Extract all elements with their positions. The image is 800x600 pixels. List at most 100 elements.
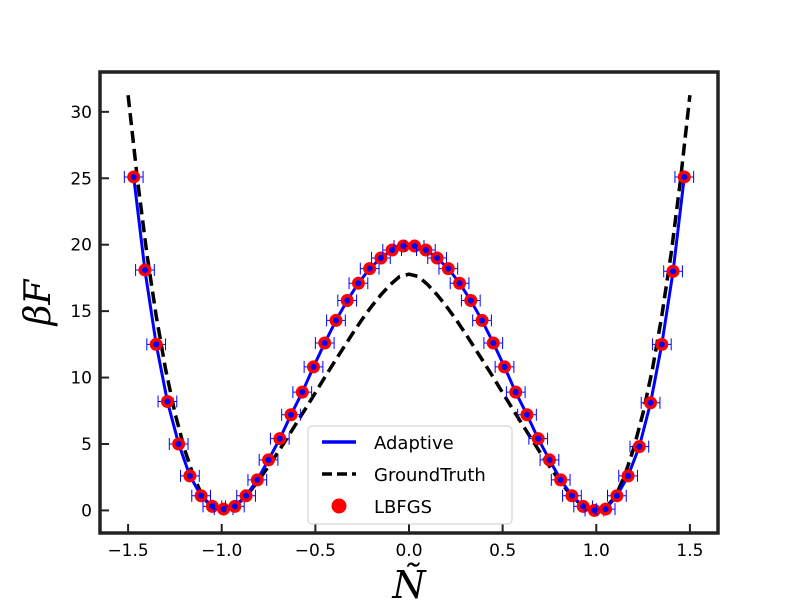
lbfgs-point: [326, 313, 346, 327]
legend-lbfgs-marker: [331, 498, 347, 514]
lbfgs-marker-center: [479, 317, 486, 324]
legend-lbfgs-label: LBFGS: [374, 497, 432, 518]
lbfgs-point: [663, 264, 683, 278]
lbfgs-marker-center: [130, 173, 137, 180]
lbfgs-marker-center: [153, 341, 160, 348]
lbfgs-point: [674, 170, 695, 184]
lbfgs-point: [415, 243, 436, 257]
lbfgs-point: [595, 502, 616, 516]
lbfgs-point: [180, 469, 200, 483]
lbfgs-point: [191, 489, 211, 503]
y-tick-label: 15: [70, 302, 92, 322]
x-tick-label: 0.5: [489, 541, 516, 561]
lbfgs-point: [472, 313, 492, 327]
lbfgs-point: [135, 263, 155, 277]
legend-adaptive-label: Adaptive: [374, 433, 454, 454]
x-tick-label: 1.5: [676, 541, 703, 561]
lbfgs-marker-center: [568, 492, 575, 499]
lbfgs-marker-center: [141, 266, 148, 273]
lbfgs-marker-center: [512, 389, 519, 396]
lbfgs-marker-center: [276, 435, 283, 442]
lbfgs-marker-center: [175, 440, 182, 447]
lbfgs-marker-center: [456, 280, 463, 287]
x-tick-label: −1.5: [107, 541, 148, 561]
lbfgs-layer: [123, 170, 695, 517]
lbfgs-point: [607, 489, 627, 503]
lbfgs-marker-center: [636, 443, 643, 450]
lbfgs-point: [505, 385, 526, 399]
lbfgs-marker-center: [434, 254, 441, 261]
lbfgs-marker-center: [344, 297, 351, 304]
lbfgs-point: [427, 251, 447, 265]
lbfgs-point: [292, 385, 313, 399]
lbfgs-marker-center: [501, 363, 508, 370]
lbfgs-marker-center: [546, 456, 553, 463]
lbfgs-point: [269, 432, 290, 446]
lbfgs-point: [438, 262, 459, 276]
y-tick-label: 25: [70, 169, 92, 189]
lbfgs-marker-center: [254, 476, 261, 483]
lbfgs-marker-center: [557, 476, 564, 483]
lbfgs-point: [157, 394, 178, 408]
lbfgs-point: [146, 337, 167, 351]
lbfgs-marker-center: [243, 492, 250, 499]
lbfgs-marker-center: [535, 435, 542, 442]
lbfgs-marker-center: [523, 411, 530, 418]
lbfgs-point: [460, 294, 481, 308]
lbfgs-point: [528, 432, 549, 446]
lbfgs-marker-center: [265, 456, 272, 463]
lbfgs-point: [651, 337, 672, 351]
lbfgs-point: [247, 473, 268, 487]
lbfgs-marker-center: [658, 341, 665, 348]
lbfgs-point: [539, 453, 560, 467]
y-tick-label: 20: [70, 236, 92, 256]
y-tick-label: 30: [70, 103, 92, 123]
lbfgs-point: [348, 276, 369, 290]
lbfgs-marker-center: [310, 363, 317, 370]
lbfgs-marker-center: [366, 265, 373, 272]
lbfgs-point: [640, 396, 661, 410]
legend: Adaptive GroundTruth LBFGS: [307, 425, 513, 525]
lbfgs-marker-center: [231, 503, 238, 510]
y-tick-label: 5: [81, 435, 92, 455]
lbfgs-point: [303, 360, 324, 374]
lbfgs-marker-center: [602, 506, 609, 513]
lbfgs-point: [550, 473, 571, 487]
x-tick-label: −0.5: [295, 541, 336, 561]
lbfgs-marker-center: [625, 472, 632, 479]
lbfgs-marker-center: [164, 398, 171, 405]
lbfgs-marker-center: [467, 297, 474, 304]
lbfgs-marker-center: [422, 247, 429, 254]
lbfgs-point: [281, 408, 301, 422]
y-tick-label: 0: [81, 501, 92, 521]
lbfgs-point: [562, 489, 582, 503]
lbfgs-marker-center: [321, 340, 328, 347]
lbfgs-marker-center: [490, 340, 497, 347]
lbfgs-point: [236, 489, 256, 503]
x-tick-label: 1.0: [583, 541, 610, 561]
legend-box: [307, 425, 513, 525]
lbfgs-point: [359, 262, 380, 276]
x-tick-label: 0.0: [395, 541, 422, 561]
lbfgs-point: [337, 294, 358, 308]
lbfgs-marker-center: [647, 399, 654, 406]
lbfgs-marker-center: [332, 317, 339, 324]
lbfgs-marker-center: [355, 280, 362, 287]
lbfgs-marker-center: [186, 472, 193, 479]
lbfgs-point: [123, 170, 144, 184]
lbfgs-point: [483, 336, 504, 350]
y-axis-label: βF: [18, 278, 59, 328]
y-tick-label: 10: [70, 369, 92, 389]
lbfgs-marker-center: [681, 173, 688, 180]
lbfgs-marker-center: [670, 268, 677, 275]
lbfgs-marker-center: [288, 411, 295, 418]
x-tick-label: −1.0: [201, 541, 242, 561]
lbfgs-point: [258, 453, 279, 467]
x-axis-label: Ñ: [391, 563, 427, 600]
lbfgs-point: [449, 276, 470, 290]
lbfgs-point: [314, 336, 335, 350]
lbfgs-point: [629, 440, 650, 454]
lbfgs-point: [618, 469, 638, 483]
lbfgs-marker-center: [377, 254, 384, 261]
